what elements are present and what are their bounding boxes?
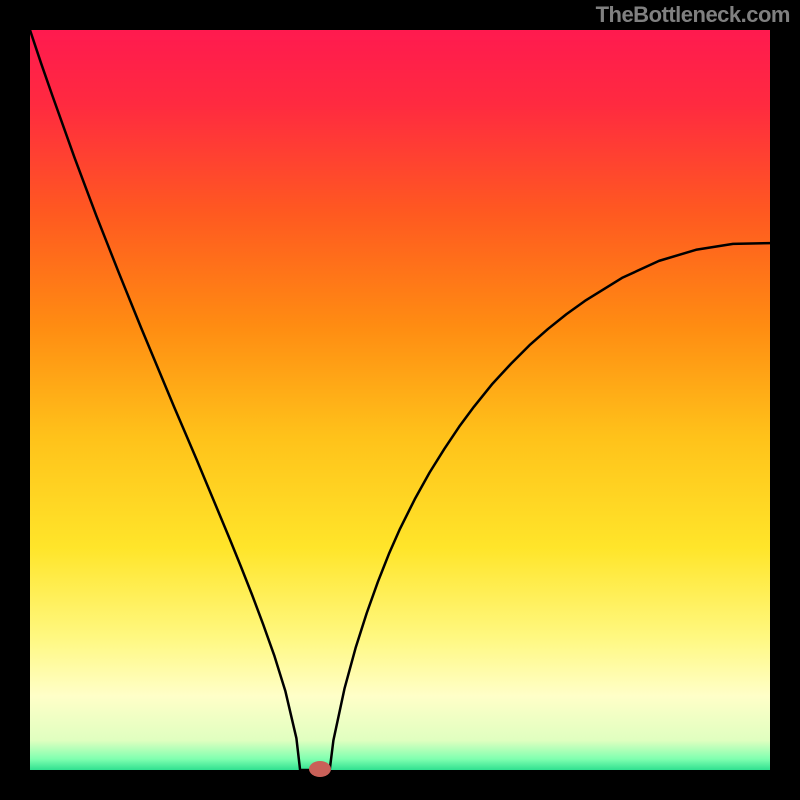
optimal-point-marker	[309, 761, 331, 777]
bottleneck-chart	[30, 30, 770, 770]
chart-frame: TheBottleneck.com	[0, 0, 800, 800]
plot-area	[30, 30, 770, 770]
gradient-background	[30, 30, 770, 770]
watermark-text: TheBottleneck.com	[596, 2, 790, 28]
